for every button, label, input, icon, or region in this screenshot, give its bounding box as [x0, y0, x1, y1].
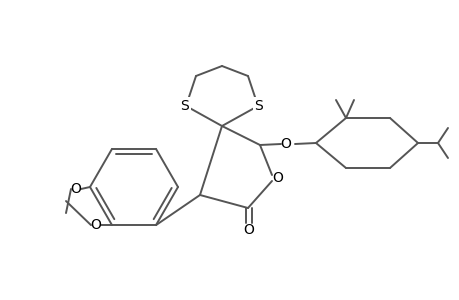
- Text: O: O: [280, 137, 291, 151]
- Text: O: O: [70, 182, 81, 196]
- Text: O: O: [243, 223, 254, 237]
- Text: O: O: [272, 171, 283, 185]
- Text: S: S: [180, 99, 189, 113]
- Text: S: S: [254, 99, 263, 113]
- Text: O: O: [90, 218, 101, 232]
